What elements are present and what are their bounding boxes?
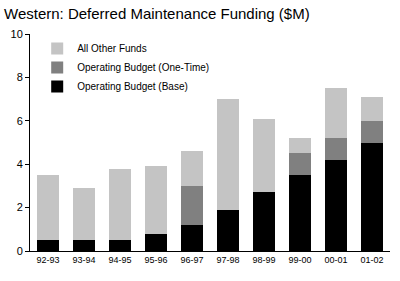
svg-text:Operating Budget (Base): Operating Budget (Base) xyxy=(77,81,188,92)
svg-text:01-02: 01-02 xyxy=(360,255,383,265)
svg-text:Operating Budget (One-Time): Operating Budget (One-Time) xyxy=(77,62,209,73)
svg-text:93-94: 93-94 xyxy=(72,255,95,265)
svg-text:4: 4 xyxy=(17,158,23,170)
svg-text:99-00: 99-00 xyxy=(288,255,311,265)
svg-text:94-95: 94-95 xyxy=(108,255,131,265)
svg-text:00-01: 00-01 xyxy=(324,255,347,265)
svg-text:2: 2 xyxy=(17,201,23,213)
svg-text:98-99: 98-99 xyxy=(252,255,275,265)
svg-text:96-97: 96-97 xyxy=(180,255,203,265)
svg-text:Western: Deferred Maintenance: Western: Deferred Maintenance Funding ($… xyxy=(4,5,310,22)
svg-text:0: 0 xyxy=(17,245,23,257)
svg-text:8: 8 xyxy=(17,71,23,83)
svg-text:All Other Funds: All Other Funds xyxy=(77,43,146,54)
svg-text:97-98: 97-98 xyxy=(216,255,239,265)
svg-text:6: 6 xyxy=(17,115,23,127)
svg-text:10: 10 xyxy=(11,28,23,40)
svg-text:92-93: 92-93 xyxy=(36,255,59,265)
svg-text:95-96: 95-96 xyxy=(144,255,167,265)
